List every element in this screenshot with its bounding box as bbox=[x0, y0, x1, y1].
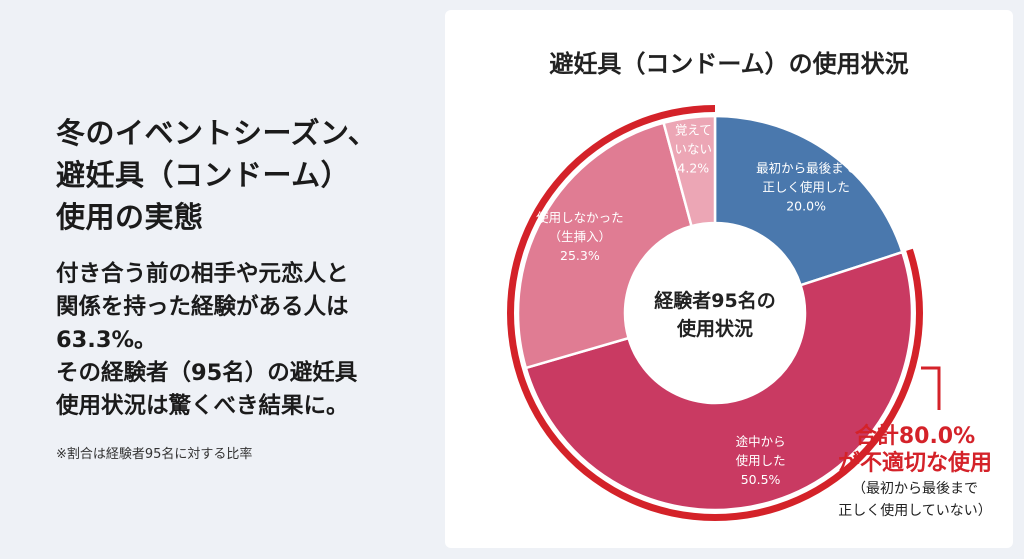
slice-label: 最初から最後まで bbox=[756, 161, 856, 176]
slice-label: 正しく使用した bbox=[762, 180, 850, 195]
center-label: 経験者95名の bbox=[654, 289, 775, 312]
center-label: 使用状況 bbox=[676, 317, 753, 340]
callout-note: 正しく使用していない） bbox=[838, 503, 992, 519]
callout-note: （最初から最後まで bbox=[852, 481, 978, 497]
callout: 合計80.0% が不適切な使用 （最初から最後まで 正しく使用していない） bbox=[820, 424, 1010, 522]
headline: 冬のイベントシーズン、 避妊具（コンドーム） 使用の実態 bbox=[56, 112, 436, 238]
slice-label: 使用しなかった bbox=[536, 210, 624, 225]
slice-label: 使用した bbox=[736, 453, 786, 468]
intro-panel: 冬のイベントシーズン、 避妊具（コンドーム） 使用の実態 付き合う前の相手や元恋… bbox=[56, 112, 436, 462]
body-text: 付き合う前の相手や元恋人と 関係を持った経験がある人は 63.3%。 その経験者… bbox=[56, 258, 436, 423]
slice-value-label: 25.3% bbox=[560, 248, 600, 263]
callout-desc: が不適切な使用 bbox=[837, 451, 992, 476]
callout-total: 合計80.0% bbox=[854, 424, 976, 449]
callout-connector bbox=[921, 366, 941, 410]
headline-line: 冬のイベントシーズン、 bbox=[56, 116, 378, 150]
pie-slice bbox=[662, 114, 717, 228]
slice-label: 覚えて bbox=[675, 122, 712, 137]
pie-slice bbox=[713, 114, 904, 287]
footnote: ※割合は経験者95名に対する比率 bbox=[56, 447, 253, 462]
body-line: その経験者（95名）の避妊具 bbox=[56, 360, 358, 386]
slice-label: 途中から bbox=[736, 434, 786, 449]
chart-title: 避妊具（コンドーム）の使用状況 bbox=[549, 50, 909, 78]
body-line: 63.3%。 bbox=[56, 327, 157, 353]
chart-card: 避妊具（コンドーム）の使用状況 最初から最後まで 正しく使用した 20.0% 途中から… bbox=[445, 10, 1013, 548]
slice-value-label: 50.5% bbox=[741, 472, 781, 487]
body-line: 付き合う前の相手や元恋人と bbox=[56, 261, 349, 287]
body-line: 使用状況は驚くべき結果に。 bbox=[56, 393, 349, 419]
slice-label: （生挿入） bbox=[549, 229, 612, 244]
pie-slice bbox=[524, 250, 914, 512]
slice-value-label: 4.2% bbox=[677, 160, 709, 175]
slice-value-label: 20.0% bbox=[786, 199, 826, 214]
headline-line: 避妊具（コンドーム） bbox=[56, 158, 351, 192]
body-line: 関係を持った経験がある人は bbox=[56, 294, 349, 320]
headline-line: 使用の実態 bbox=[56, 200, 204, 234]
pie-slice bbox=[516, 121, 694, 370]
slice-label: いない bbox=[675, 141, 713, 156]
